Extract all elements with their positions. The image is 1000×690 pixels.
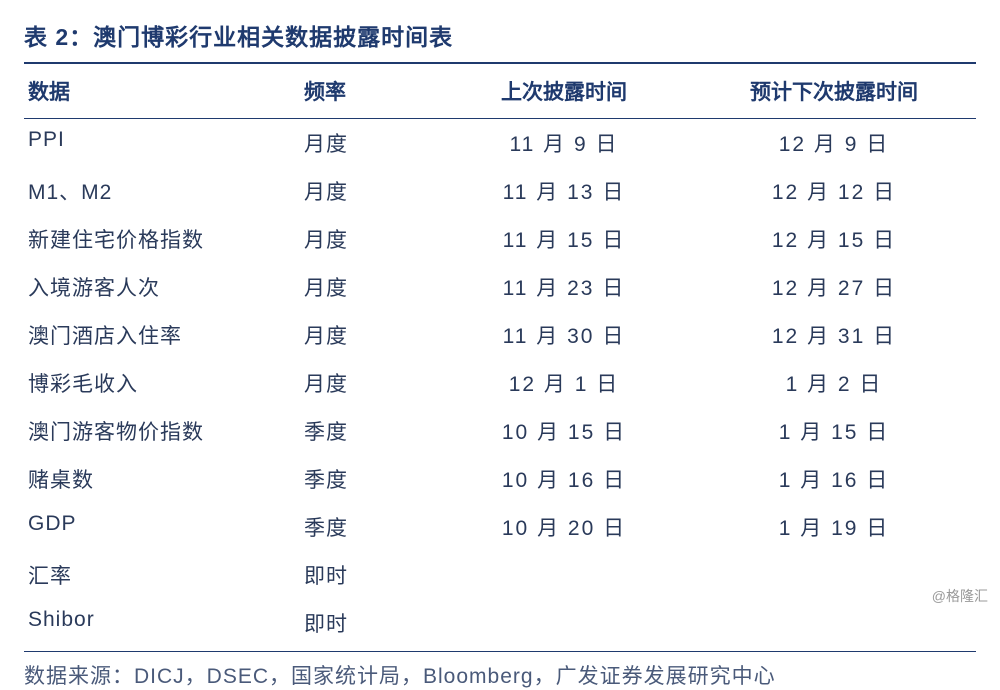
table-row: M1、M2 月度 11 月 13 日 12 月 12 日: [24, 167, 976, 215]
cell-last: 12 月 1 日: [434, 368, 694, 398]
cell-next: 12 月 31 日: [694, 320, 974, 350]
cell-last: 11 月 13 日: [434, 176, 694, 206]
watermark: @格隆汇: [932, 586, 988, 606]
header-next: 预计下次披露时间: [694, 76, 974, 106]
cell-last: 10 月 15 日: [434, 416, 694, 446]
cell-next: 12 月 15 日: [694, 224, 974, 254]
cell-data: 汇率: [24, 560, 304, 590]
cell-next: 12 月 12 日: [694, 176, 974, 206]
cell-data: Shibor: [24, 608, 304, 638]
cell-last: 11 月 15 日: [434, 224, 694, 254]
cell-freq: 即时: [304, 560, 434, 590]
cell-freq: 季度: [304, 464, 434, 494]
table-row: Shibor 即时: [24, 599, 976, 647]
cell-next: 12 月 9 日: [694, 128, 974, 158]
cell-freq: 即时: [304, 608, 434, 638]
cell-data: PPI: [24, 128, 304, 158]
cell-data: 新建住宅价格指数: [24, 224, 304, 254]
cell-last: 11 月 9 日: [434, 128, 694, 158]
cell-data: GDP: [24, 512, 304, 542]
cell-next: [694, 608, 974, 638]
cell-last: 11 月 30 日: [434, 320, 694, 350]
cell-next: 1 月 2 日: [694, 368, 974, 398]
table-row: 澳门酒店入住率 月度 11 月 30 日 12 月 31 日: [24, 311, 976, 359]
cell-last: [434, 560, 694, 590]
cell-next: 1 月 16 日: [694, 464, 974, 494]
cell-next: 1 月 19 日: [694, 512, 974, 542]
table-row: PPI 月度 11 月 9 日 12 月 9 日: [24, 119, 976, 167]
cell-data: M1、M2: [24, 176, 304, 206]
cell-last: 10 月 20 日: [434, 512, 694, 542]
cell-freq: 月度: [304, 320, 434, 350]
cell-freq: 月度: [304, 224, 434, 254]
cell-freq: 季度: [304, 512, 434, 542]
header-last: 上次披露时间: [434, 76, 694, 106]
cell-data: 入境游客人次: [24, 272, 304, 302]
cell-freq: 季度: [304, 416, 434, 446]
header-freq: 频率: [304, 76, 434, 106]
table-row: 澳门游客物价指数 季度 10 月 15 日 1 月 15 日: [24, 407, 976, 455]
header-data: 数据: [24, 76, 304, 106]
cell-freq: 月度: [304, 128, 434, 158]
cell-freq: 月度: [304, 368, 434, 398]
cell-last: 11 月 23 日: [434, 272, 694, 302]
table-body: PPI 月度 11 月 9 日 12 月 9 日 M1、M2 月度 11 月 1…: [24, 119, 976, 652]
cell-last: 10 月 16 日: [434, 464, 694, 494]
cell-data: 澳门游客物价指数: [24, 416, 304, 446]
table-row: 赌桌数 季度 10 月 16 日 1 月 16 日: [24, 455, 976, 503]
cell-next: 12 月 27 日: [694, 272, 974, 302]
cell-data: 澳门酒店入住率: [24, 320, 304, 350]
cell-freq: 月度: [304, 176, 434, 206]
table-row: 入境游客人次 月度 11 月 23 日 12 月 27 日: [24, 263, 976, 311]
cell-data: 博彩毛收入: [24, 368, 304, 398]
table-header-row: 数据 频率 上次披露时间 预计下次披露时间: [24, 64, 976, 119]
table-row: 博彩毛收入 月度 12 月 1 日 1 月 2 日: [24, 359, 976, 407]
table-title: 表 2：澳门博彩行业相关数据披露时间表: [24, 18, 976, 64]
table-row: 汇率 即时: [24, 551, 976, 599]
cell-last: [434, 608, 694, 638]
cell-next: 1 月 15 日: [694, 416, 974, 446]
cell-freq: 月度: [304, 272, 434, 302]
data-source: 数据来源：DICJ，DSEC，国家统计局，Bloomberg，广发证券发展研究中…: [24, 652, 976, 690]
table-row: 新建住宅价格指数 月度 11 月 15 日 12 月 15 日: [24, 215, 976, 263]
table-row: GDP 季度 10 月 20 日 1 月 19 日: [24, 503, 976, 551]
data-table: 数据 频率 上次披露时间 预计下次披露时间 PPI 月度 11 月 9 日 12…: [24, 64, 976, 652]
cell-data: 赌桌数: [24, 464, 304, 494]
